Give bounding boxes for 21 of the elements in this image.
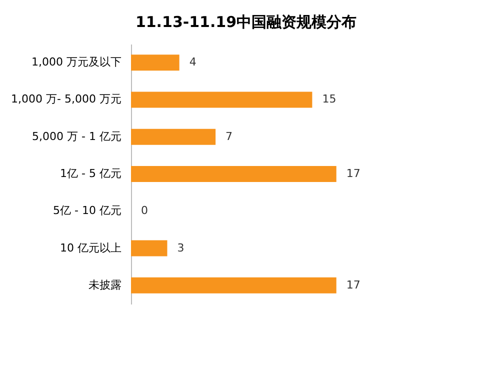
bar [131, 92, 312, 108]
bar [131, 166, 336, 182]
bar [131, 54, 180, 71]
y-tick-label: 未披露 [88, 278, 122, 292]
data-label: 3 [177, 241, 184, 254]
y-tick-label: 5,000 万 - 1 亿元 [32, 130, 122, 143]
bar [131, 240, 168, 256]
y-tick-label: 1,000 万- 5,000 万元 [11, 92, 122, 106]
data-label: 0 [141, 204, 148, 218]
y-tick-label: 1,000 万元及以下 [32, 56, 122, 69]
bar [131, 128, 216, 145]
data-label: 17 [346, 167, 360, 180]
bar [131, 277, 336, 294]
data-label: 17 [346, 278, 360, 292]
data-label: 7 [226, 130, 233, 143]
y-tick-label: 1亿 - 5 亿元 [60, 167, 122, 180]
data-label: 15 [322, 92, 336, 106]
y-tick-label: 10 亿元以上 [60, 241, 122, 254]
y-tick-label: 5亿 - 10 亿元 [53, 204, 122, 218]
data-label: 4 [189, 56, 196, 69]
chart-title: 11.13-11.19中国融资规模分布 [135, 13, 357, 31]
